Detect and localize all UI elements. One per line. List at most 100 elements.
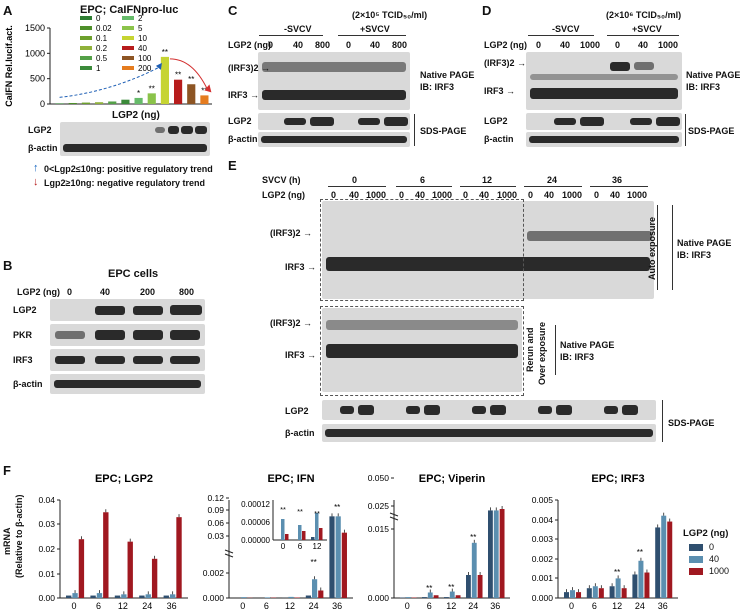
bar-chartF4-24-1000 — [644, 572, 650, 598]
panel-c-ib: IB: IRF3 — [420, 82, 455, 92]
tick-label-y-chartF3: 0.050 — [368, 473, 390, 483]
tick-label-a-y: 0 — [40, 99, 45, 109]
tick-label-y-chartF2: 0.12 — [207, 493, 224, 503]
bar-chartF4-24-0 — [632, 574, 638, 598]
sig-a: ** — [149, 84, 155, 93]
panel-d-native: Native PAGE — [686, 70, 740, 80]
panel-e-line-3 — [524, 186, 582, 187]
panel-e-dash-top — [320, 199, 524, 301]
inset-bar-2-40 — [315, 513, 319, 540]
tick-label-x-chartF4: 12 — [612, 601, 622, 611]
tick-label-x-chartF1: 6 — [96, 601, 101, 611]
panel-d-dose-2: 1000 — [580, 40, 601, 50]
bar-chartF1-6-1000 — [103, 512, 109, 598]
tick-label-y-chartF4: 0.000 — [532, 593, 554, 603]
panel-e-ib-2: IB: IRF3 — [560, 352, 595, 362]
panel-b-dose-3: 800 — [179, 287, 195, 297]
panel-b-lgp2-label: LGP2 (ng) — [17, 287, 60, 297]
panel-c-lgp2: LGP2 — [228, 116, 252, 126]
tick-label-x-chartF4: 36 — [658, 601, 668, 611]
trend-negative-arrow — [169, 58, 208, 90]
bar-chartF1-12-40 — [121, 594, 127, 598]
tick-label-y-chartF2: 0.06 — [207, 518, 224, 528]
panel-f-legend-title: LGP2 (ng) — [683, 528, 729, 539]
panel-c-dose-1: 40 — [293, 40, 304, 50]
panel-a-blot-actin: β-actin — [28, 143, 58, 153]
bar-chartF3-12-0 — [444, 597, 449, 598]
panel-c-actin: β-actin — [228, 134, 258, 144]
panel-e-dimer-1: (IRF3)2 → — [270, 228, 313, 238]
panel-f-label: F — [3, 463, 11, 478]
panel-e-native-2: Native PAGE — [560, 340, 615, 350]
panel-e-actin-blot — [322, 424, 656, 442]
bar-chartF1-6-0 — [90, 595, 96, 598]
tick-label-x-chartF3: 6 — [427, 601, 432, 611]
panel-a-trend-positive: 0<Lgp2≤10ng: positive regulatory trend — [44, 164, 213, 174]
tick-label-y-chartF2: 0.03 — [207, 531, 224, 541]
panel-e-d0-0: 0 — [331, 190, 337, 200]
legend-a-label-5: 5 — [138, 24, 143, 33]
panel-b-blot-pkr — [50, 324, 205, 346]
sig-a: ** — [201, 86, 207, 95]
bar-a-100 — [187, 84, 196, 104]
bar-a-0.02 — [68, 102, 77, 104]
panel-e-actin: β-actin — [285, 428, 315, 438]
sig-chartF3: ** — [426, 584, 432, 593]
panel-e-d1-1: 40 — [415, 190, 426, 200]
bar-chartF2-36-40 — [335, 516, 341, 598]
chart-title-chartF2: EPC; IFN — [267, 473, 314, 485]
panel-b-row-irf3: IRF3 — [13, 355, 33, 365]
legend-a-label-1: 1 — [96, 64, 101, 73]
tick-label-x-chartF3: 36 — [490, 601, 500, 611]
bar-chartF4-0-40 — [570, 590, 576, 598]
arrow-up-icon: ↑ — [33, 162, 39, 174]
panel-e-sds: SDS-PAGE — [668, 418, 715, 428]
legend-a-label-0.5: 0.5 — [96, 54, 108, 63]
panel-b-blot-actin — [50, 374, 205, 394]
panel-d-dose-1: 40 — [560, 40, 571, 50]
panel-c-native: Native PAGE — [420, 70, 475, 80]
panel-c-dose-5: 800 — [392, 40, 408, 50]
tick-label-y-chartF4: 0.003 — [532, 534, 554, 544]
sig-chartF4: ** — [637, 548, 643, 557]
panel-d-actin-blot — [526, 132, 682, 147]
panel-e-d1-2: 1000 — [432, 190, 453, 200]
legend-item-2: 1000 — [689, 566, 729, 576]
panel-e-irf3-2: IRF3 → — [285, 350, 317, 360]
panel-f-ylabel-1: mRNA — [2, 527, 12, 555]
tick-label-y-chartF1: 0.03 — [38, 519, 55, 529]
panel-d-actin: β-actin — [484, 134, 514, 144]
bar-chartF4-12-1000 — [621, 588, 627, 598]
inset-bar-2-1000 — [319, 528, 323, 540]
panel-a-ylabel: CaIFN Rel.lucif.act. — [4, 25, 14, 107]
panel-c-sds-bar — [414, 114, 415, 146]
legend-a-swatch-5 — [122, 26, 134, 30]
bar-chartF2-12-40 — [288, 596, 294, 598]
legend-item-0: 0 — [689, 542, 729, 552]
tick-label-x-chartF2: 36 — [332, 601, 342, 611]
panel-d-sds: SDS-PAGE — [688, 126, 735, 136]
bar-chartF3-36-0 — [488, 510, 493, 598]
legend-a-swatch-0.02 — [80, 26, 92, 30]
panel-d-lgp2-label: LGP2 (ng) — [484, 40, 527, 50]
panel-b-dose-2: 200 — [140, 287, 156, 297]
bar-chartF3-6-0 — [422, 597, 427, 598]
tick-label-x-chartF2: 24 — [309, 601, 319, 611]
bar-chartF4-6-40 — [592, 586, 598, 598]
panel-e-dimer-2: (IRF3)2 → — [270, 318, 313, 328]
bar-chartF1-36-1000 — [176, 517, 182, 598]
bar-a-10 — [160, 56, 169, 104]
inset-tick-x: 6 — [298, 542, 303, 551]
tick-label-x-chartF1: 12 — [118, 601, 128, 611]
tick-label-y-chartF4: 0.005 — [532, 495, 554, 505]
panel-e-lgp2: LGP2 — [285, 406, 309, 416]
inset-bar-0-1000 — [285, 534, 289, 540]
panel-b-row-pkr: PKR — [13, 330, 33, 340]
bar-chartF4-6-1000 — [598, 588, 604, 598]
bar-chartF2-0-40 — [241, 597, 247, 598]
panel-d-pos: +SVCV — [632, 24, 662, 34]
bar-a-0 — [55, 103, 64, 104]
sig-a: ** — [175, 71, 181, 80]
bar-chartF1-24-0 — [139, 595, 145, 598]
panel-c-actin-blot — [258, 132, 410, 147]
